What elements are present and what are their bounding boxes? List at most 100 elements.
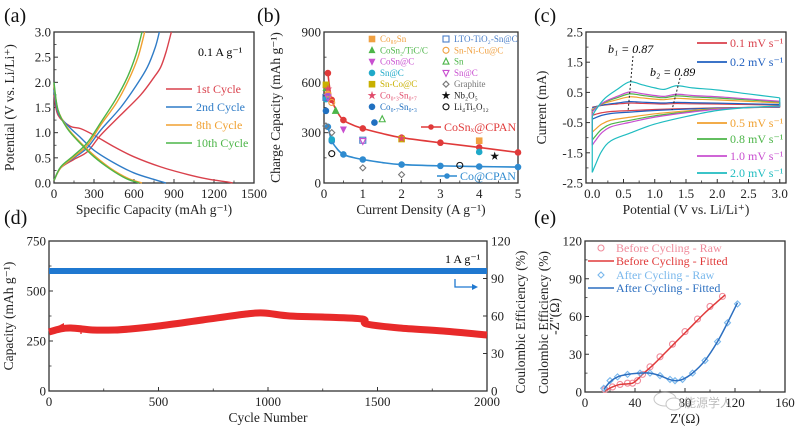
- b2-annotation: b₂ = 0.89: [650, 65, 695, 79]
- y2-tick-label: 90: [491, 271, 504, 286]
- y-tick-label: 600: [302, 75, 322, 90]
- data-point: [490, 151, 500, 160]
- x-tick-label: 1: [360, 186, 367, 201]
- legend-label: Co₀.₇Sn₀.₃: [380, 102, 417, 112]
- curve-charge: [53, 31, 143, 181]
- legend-label: 2.0 mV s⁻¹: [730, 166, 784, 180]
- legend-label: Before Cycling - Fitted: [616, 254, 728, 268]
- legend-label: 8th Cycle: [196, 118, 242, 132]
- y-tick-label: 1.0: [35, 125, 51, 140]
- legend-marker: [442, 46, 450, 54]
- data-point: [475, 137, 483, 145]
- y-axis-label: -Z''(Ω): [547, 298, 562, 335]
- x-tick-label: 1200: [201, 186, 227, 201]
- y-tick-label: 1.5: [567, 55, 583, 70]
- x-tick-label: 0: [321, 186, 328, 201]
- y-tick-label: 30: [569, 347, 582, 362]
- x-axis-label: Cycle Number: [228, 410, 308, 425]
- data-point: [359, 125, 367, 132]
- x-axis-label: Z'(Ω): [670, 411, 700, 426]
- b1-guide-line: [627, 55, 634, 113]
- y-tick-label: 1.5: [35, 100, 51, 115]
- legend-label: After Cycling - Fitted: [616, 281, 720, 295]
- curve-discharge: [53, 82, 140, 184]
- legend-label: Sn@C: [454, 68, 478, 78]
- data-point: [633, 377, 642, 385]
- rate-annotation: 1 A g⁻¹: [445, 252, 481, 266]
- legend-label: 2nd Cycle: [196, 100, 245, 114]
- b1-annotation: b₁ = 0.87: [608, 42, 654, 56]
- capacity-series: [48, 309, 488, 339]
- y-tick-label: 0.5: [567, 85, 583, 100]
- data-point: [339, 126, 347, 134]
- data-point: [646, 369, 654, 377]
- data-point: [701, 356, 709, 365]
- y-tick-label: 90: [569, 271, 582, 286]
- legend-marker: [368, 35, 376, 43]
- y-tick-label: 2.0: [35, 75, 51, 90]
- legend-label: Co₀.₃Sn₀.₇: [380, 91, 417, 101]
- legend-label: Sn-Co@C: [380, 79, 417, 89]
- y2-axis-label: Coulombic Efficiency (%): [513, 251, 528, 394]
- x-tick-label: 1.0: [647, 186, 663, 201]
- x-tick-label: 1.5: [678, 186, 694, 201]
- x-tick-label: 2000: [474, 394, 500, 409]
- curve-discharge: [53, 94, 233, 184]
- x-tick-label: 120: [725, 395, 745, 410]
- y-tick-label: 900: [302, 25, 322, 40]
- panel-c-chart: 0.0 0.5 1.0 1.5 2.0 2.5 3.0 -2.5 -1.5 -0.5 0.5 1.5 2…: [534, 25, 788, 218]
- y-tick-label: 500: [27, 284, 47, 299]
- legend-label: Co@CPAN: [460, 169, 516, 183]
- data-point: [514, 163, 522, 171]
- y-tick-label: 0.0: [35, 176, 51, 191]
- watermark-text: 能源学人: [684, 395, 732, 410]
- x-tick-label: 300: [84, 186, 104, 201]
- y-tick-label: 2.5: [35, 50, 51, 65]
- y2-tick-label: 0: [491, 384, 498, 399]
- legend-marker: [442, 69, 450, 78]
- data-point: [437, 162, 444, 170]
- legend-label: Graphite: [454, 79, 486, 89]
- legend-label: Nb₂O₅: [454, 91, 478, 101]
- arrow-head-icon: [58, 323, 64, 329]
- data-point: [397, 133, 406, 143]
- data-point: [327, 128, 336, 137]
- legend-marker: [441, 90, 451, 100]
- y-tick-label: 750: [27, 234, 47, 249]
- legend-label: Co₈₉Sn: [380, 34, 407, 44]
- x-tick-label: 1000: [255, 394, 281, 409]
- x-tick-label: 1500: [241, 186, 267, 201]
- y-tick-label: 120: [563, 234, 583, 249]
- data-point: [398, 161, 405, 168]
- x-tick-label: 2.0: [709, 186, 725, 201]
- y-tick-label: -0.5: [562, 115, 583, 130]
- arrow-head-icon: [472, 284, 478, 290]
- data-point: [608, 383, 617, 391]
- x-axis-label: Potential (V vs. Li/Li⁺): [623, 202, 750, 217]
- data-point: [718, 292, 727, 300]
- panel-label: (b): [257, 5, 280, 27]
- x-tick-label: 2: [398, 186, 405, 201]
- legend-marker: [442, 80, 450, 88]
- legend-marker: [428, 124, 434, 130]
- fit-curve: [603, 302, 739, 390]
- y-tick-label: 0: [40, 384, 47, 399]
- legend-label: 0.2 mV s⁻¹: [730, 55, 784, 69]
- y2-tick-label: 30: [491, 346, 504, 361]
- curve-charge: [53, 31, 173, 181]
- left-axis-arrow: [60, 325, 82, 334]
- cv-anodic-curve: [591, 81, 780, 117]
- data-point: [638, 370, 647, 378]
- legend-marker: [368, 69, 376, 77]
- legend-marker: [367, 90, 377, 100]
- data-point: [456, 161, 464, 169]
- cv-anodic-curve: [591, 96, 780, 111]
- data-point: [681, 328, 689, 336]
- rate-annotation: 0.1 A g⁻¹: [198, 45, 243, 59]
- legend-label: 1st Cycle: [196, 82, 241, 96]
- y2-tick-label: 60: [491, 309, 504, 324]
- data-point: [378, 114, 387, 123]
- y-axis-label: Capacity (mAh g⁻¹): [1, 262, 16, 371]
- y-tick-label: 300: [302, 125, 322, 140]
- legend-label: Li₄Ti₅O₁₂: [454, 102, 489, 112]
